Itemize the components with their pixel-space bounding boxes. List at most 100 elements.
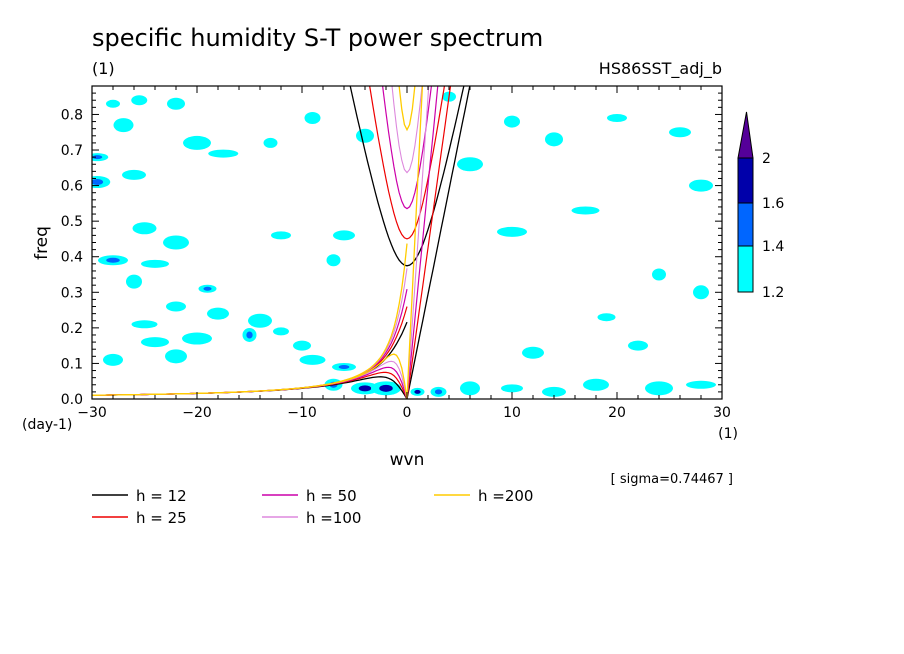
subtitle-right: HS86SST_adj_b <box>599 59 722 79</box>
colorbar-label: 1.6 <box>762 196 784 212</box>
significance-core <box>338 364 350 369</box>
kelvin-wave-curve <box>406 86 471 399</box>
legend-label: h = 25 <box>136 509 187 527</box>
significance-region <box>542 386 566 397</box>
y-axis-label: freq <box>32 226 52 260</box>
significance-core <box>92 155 103 160</box>
significance-region <box>457 157 483 172</box>
axis-ticks: −30 −20 −10 0 10 20 30 0.0 0.1 0.2 0.3 0.4 0.5 0.6 0.7… <box>61 86 731 421</box>
significance-region <box>522 346 544 359</box>
significance-region <box>183 135 211 150</box>
colorbar: 1.2 1.4 1.6 2 <box>737 111 784 301</box>
significance-region <box>165 349 187 364</box>
y-tick-label: 0.1 <box>61 356 83 372</box>
y-tick-label: 0.2 <box>61 321 83 337</box>
inertia-gravity-curve <box>398 86 416 132</box>
x-tick-label: 0 <box>403 405 412 421</box>
significance-region <box>583 378 609 391</box>
colorbar-label: 2 <box>762 151 771 167</box>
significance-region <box>126 274 142 289</box>
significance-core <box>92 179 104 186</box>
y-tick-label: 0.8 <box>61 107 83 123</box>
y-unit-label: (day-1) <box>22 417 72 433</box>
significance-region <box>163 235 189 250</box>
mixed-rossby-gravity-curve <box>92 243 408 396</box>
significance-region <box>686 380 716 389</box>
significance-region <box>304 112 321 125</box>
inertia-gravity-curve <box>382 86 433 210</box>
significance-region <box>141 337 169 348</box>
significance-region <box>271 231 291 240</box>
colorbar-swatch <box>737 245 754 293</box>
significance-region <box>182 332 212 345</box>
legend-label: h = 12 <box>136 487 187 505</box>
colorbar-extension <box>737 111 754 159</box>
significance-region <box>607 114 627 123</box>
x-axis-label: wvn <box>390 450 425 470</box>
significance-region <box>571 206 600 215</box>
colorbar-label: 1.4 <box>762 239 784 255</box>
x-tick-label: −20 <box>182 405 212 421</box>
significance-core <box>246 331 253 339</box>
y-tick-label: 0.3 <box>61 285 83 301</box>
significance-region <box>122 169 146 180</box>
sigma-note: [ sigma=0.74467 ] <box>611 472 733 487</box>
significance-regions <box>92 91 716 397</box>
x-tick-label: 20 <box>608 405 626 421</box>
significance-region <box>669 127 691 138</box>
colorbar-swatch <box>737 157 754 204</box>
significance-region <box>628 340 648 351</box>
significance-region <box>356 128 374 143</box>
significance-region <box>545 132 563 147</box>
x-tick-label: 30 <box>713 405 731 421</box>
x-tick-label: −30 <box>77 405 107 421</box>
significance-region <box>293 340 311 351</box>
significance-region <box>333 230 355 241</box>
legend-label: h = 50 <box>306 487 357 505</box>
mixed-rossby-gravity-curve <box>92 288 408 396</box>
significance-region <box>299 354 326 365</box>
chart-title: specific humidity S-T power spectrum <box>92 24 543 52</box>
significance-region <box>460 381 480 396</box>
significance-core <box>434 389 443 395</box>
significance-core <box>414 389 421 394</box>
significance-region <box>501 384 523 393</box>
significance-region <box>652 268 666 281</box>
y-tick-label: 0.7 <box>61 143 83 159</box>
y-tick-label: 0.6 <box>61 179 83 195</box>
significance-region <box>645 381 673 396</box>
significance-region <box>263 137 278 148</box>
inertia-gravity-curve <box>369 86 446 240</box>
legend: h = 12 h = 25 h = 50 h =100 h =200 <box>92 487 533 527</box>
significance-region <box>166 301 186 312</box>
significance-region <box>113 118 134 133</box>
significance-region <box>248 313 272 328</box>
colorbar-label: 1.2 <box>762 285 784 301</box>
inertia-gravity-curve <box>391 86 423 174</box>
x-unit-label: (1) <box>718 426 738 442</box>
significance-region <box>208 149 239 158</box>
y-tick-label: 0.5 <box>61 214 83 230</box>
significance-region <box>693 285 709 300</box>
y-tick-label: 0.4 <box>61 250 83 266</box>
significance-region <box>132 222 157 235</box>
significance-region <box>207 307 229 320</box>
significance-region <box>273 327 289 336</box>
x-tick-label: −10 <box>287 405 317 421</box>
colorbar-swatch <box>737 202 754 247</box>
significance-region <box>326 254 341 267</box>
subtitle-left: (1) <box>92 59 115 78</box>
significance-region <box>504 115 520 128</box>
significance-region <box>131 95 148 106</box>
significance-core <box>106 257 120 263</box>
y-tick-label: 0.0 <box>61 392 83 408</box>
significance-region <box>597 313 616 322</box>
significance-region <box>141 259 169 268</box>
significance-region <box>497 226 527 237</box>
legend-label: h =100 <box>306 509 361 527</box>
significance-core <box>203 286 212 291</box>
significance-region <box>103 353 123 366</box>
dispersion-curves <box>92 86 471 399</box>
significance-core <box>379 384 393 392</box>
